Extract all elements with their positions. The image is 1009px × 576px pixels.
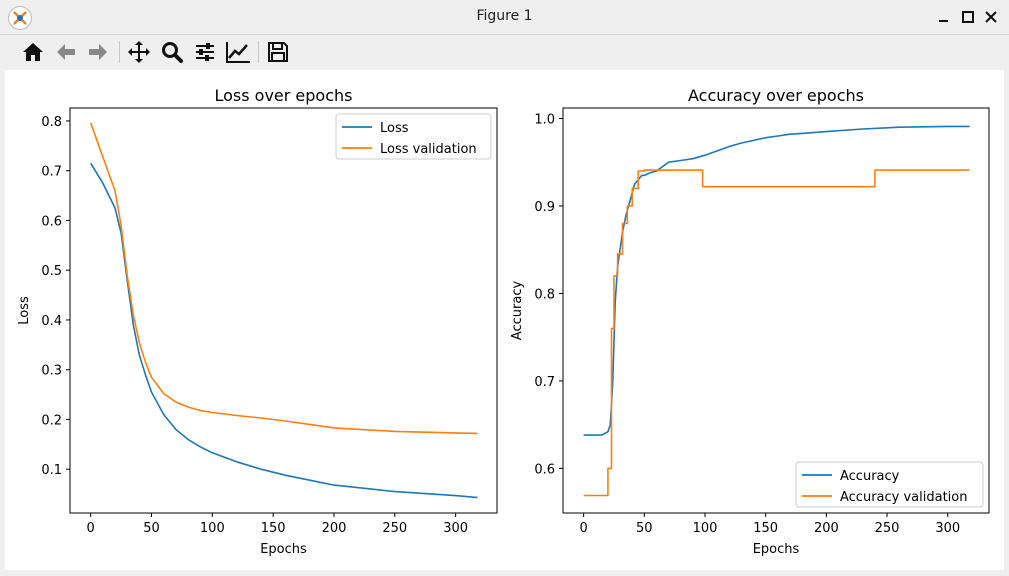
y-tick-label: 0.7 — [41, 165, 62, 180]
y-tick-label: 0.3 — [41, 364, 62, 379]
series-line-2 — [583, 169, 970, 497]
home-icon — [23, 43, 43, 61]
y-tick-label: 1.0 — [534, 112, 555, 127]
configure-subplots-icon — [196, 43, 214, 61]
pan-button[interactable] — [125, 39, 153, 65]
figure-canvas[interactable]: Loss over epochs 0 50 100 150 200 250 300 0.1 0.2… — [5, 70, 1004, 570]
configure-subplots-button[interactable] — [191, 39, 219, 65]
chart-title: Loss over epochs — [214, 86, 352, 105]
x-tick-label: 200 — [814, 521, 839, 536]
y-tick-label: 0.7 — [534, 375, 555, 390]
maximize-icon — [962, 11, 974, 23]
x-tick-label: 150 — [753, 521, 778, 536]
series-line-1 — [90, 162, 478, 499]
x-tick-label: 300 — [935, 521, 960, 536]
series-line-2 — [89, 122, 478, 435]
save-button[interactable] — [264, 39, 292, 65]
x-tick-label: 100 — [200, 521, 225, 536]
x-tick-label: 0 — [579, 521, 587, 536]
y-tick-label: 0.9 — [534, 200, 555, 215]
axes-frame — [562, 107, 990, 514]
x-tick-label: 150 — [261, 521, 286, 536]
toolbar-separator — [119, 41, 120, 63]
title-bar: Figure 1 — [0, 0, 1009, 35]
forward-arrow-icon — [89, 44, 107, 60]
x-tick-label: 300 — [443, 521, 468, 536]
y-tick-label: 0.4 — [41, 314, 62, 329]
back-arrow-icon — [57, 44, 75, 60]
subplot-2: Accuracy over epochs 0 50 100 150 200 250 300 0.… — [510, 86, 990, 557]
x-tick-label: 100 — [693, 521, 718, 536]
y-tick-label: 0.2 — [41, 413, 62, 428]
x-tick-label: 50 — [636, 521, 653, 536]
toolbar — [0, 35, 1009, 69]
zoom-button[interactable] — [158, 39, 186, 65]
x-axis-label: Epochs — [753, 542, 800, 557]
legend-box — [335, 113, 492, 160]
y-axis-label: Loss — [17, 296, 32, 325]
axes-frame — [69, 107, 498, 514]
y-tick-label: 0.6 — [534, 462, 555, 477]
back-button[interactable] — [52, 39, 80, 65]
minimize-button[interactable] — [934, 7, 954, 27]
x-tick-label: 200 — [322, 521, 347, 536]
app-icon — [8, 6, 32, 30]
legend-entry: Loss — [380, 121, 409, 136]
y-tick-label: 0.6 — [41, 214, 62, 229]
legend: Loss Loss validation — [335, 113, 492, 160]
toolbar-separator — [258, 41, 259, 63]
x-axis-label: Epochs — [260, 542, 307, 557]
y-tick-label: 0.8 — [534, 287, 555, 302]
subplot-1: Loss over epochs 0 50 100 150 200 250 300 0.1 0.2… — [17, 86, 498, 557]
x-tick-label: 50 — [143, 521, 160, 536]
pan-move-icon — [128, 41, 150, 63]
y-axis-label: Accuracy — [510, 281, 525, 341]
save-floppy-icon — [268, 42, 288, 62]
zoom-magnifier-icon — [162, 42, 183, 63]
x-tick-label: 0 — [87, 521, 95, 536]
legend-entry: Accuracy — [840, 469, 900, 484]
close-button[interactable] — [981, 7, 1001, 27]
legend: Accuracy Accuracy validation — [795, 461, 984, 508]
x-tick-label: 250 — [382, 521, 407, 536]
figure-svg: Loss over epochs 0 50 100 150 200 250 300 0.1 0.2… — [17, 86, 990, 557]
legend-box — [795, 461, 984, 508]
chart-title: Accuracy over epochs — [688, 86, 864, 105]
legend-entry: Loss validation — [380, 142, 477, 157]
legend-entry: Accuracy validation — [840, 490, 968, 505]
x-tick-label: 250 — [875, 521, 900, 536]
home-button[interactable] — [19, 39, 47, 65]
edit-axis-icon — [226, 42, 250, 63]
series-line-1 — [583, 125, 970, 436]
forward-button[interactable] — [84, 39, 112, 65]
edit-axis-button[interactable] — [224, 39, 252, 65]
y-tick-label: 0.5 — [41, 264, 62, 279]
window-title: Figure 1 — [476, 8, 533, 24]
y-tick-label: 0.8 — [41, 115, 62, 130]
maximize-button[interactable] — [958, 7, 978, 27]
close-icon — [985, 11, 997, 23]
minimize-icon — [939, 20, 948, 22]
y-tick-label: 0.1 — [41, 463, 62, 478]
